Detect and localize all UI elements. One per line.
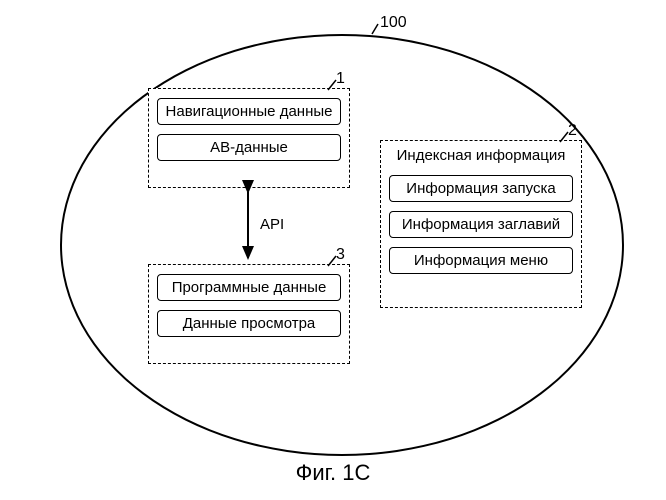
label-group-3: 3: [336, 246, 345, 264]
api-label: API: [260, 216, 284, 233]
label-group-2: 2: [568, 122, 577, 140]
tick-100: [372, 24, 378, 34]
box-startup-info: Информация запуска: [389, 175, 573, 202]
group-2: Индексная информация Информация запуска …: [380, 140, 582, 308]
group-2-title: Индексная информация: [381, 141, 581, 166]
figure-caption: Фиг. 1C: [0, 460, 666, 486]
group-1: Навигационные данные AB-данные: [148, 88, 350, 188]
label-group-1: 1: [336, 70, 345, 88]
box-nav-data: Навигационные данные: [157, 98, 341, 125]
box-program-data: Программные данные: [157, 274, 341, 301]
group-3: Программные данные Данные просмотра: [148, 264, 350, 364]
label-100: 100: [380, 14, 407, 32]
box-title-info: Информация заглавий: [389, 211, 573, 238]
box-ab-data: AB-данные: [157, 134, 341, 161]
box-menu-info: Информация меню: [389, 247, 573, 274]
box-view-data: Данные просмотра: [157, 310, 341, 337]
